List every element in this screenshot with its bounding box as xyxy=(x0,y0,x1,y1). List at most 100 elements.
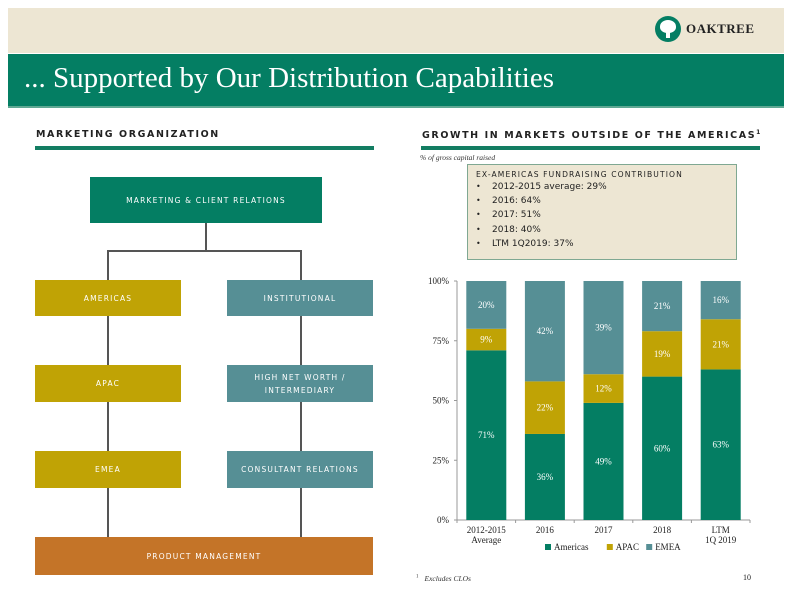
x-tick-label: 2018 xyxy=(653,525,672,535)
callout-item-text: 2018: 40% xyxy=(492,224,541,235)
connector-horizontal xyxy=(107,250,301,252)
callout-item: • LTM 1Q2019: 37% xyxy=(476,237,728,251)
bar-segment-americas xyxy=(524,433,565,520)
data-label: 60% xyxy=(654,443,671,453)
ex-americas-callout: Ex-Americas Fundraising Contribution • 20… xyxy=(467,164,737,260)
bar-segment-americas xyxy=(700,369,741,520)
bar-segment-americas xyxy=(642,376,683,520)
data-label: 21% xyxy=(654,301,671,311)
growth-heading: Growth in Markets Outside of the America… xyxy=(422,129,762,141)
footnote-text: Excludes CLOs xyxy=(424,574,471,583)
org-box-label: Americas xyxy=(83,293,133,303)
page-number: 10 xyxy=(743,573,751,582)
legend-swatch-apac xyxy=(606,544,613,550)
callout-item: • 2016: 64% xyxy=(476,194,728,208)
y-tick-label: 100% xyxy=(428,276,450,286)
bar-segment-americas xyxy=(583,402,624,520)
bar-segment-apac xyxy=(583,374,624,403)
data-label: 71% xyxy=(478,430,495,440)
callout-item: • 2017: 51% xyxy=(476,208,728,222)
org-box-label: EMEA xyxy=(95,465,121,474)
connector-root xyxy=(205,223,207,250)
title-band xyxy=(8,54,784,108)
legend-swatch-americas xyxy=(545,544,551,550)
y-tick-label: 0% xyxy=(437,515,450,525)
org-box-institutional: Institutional xyxy=(227,280,373,316)
bar-segment-apac xyxy=(524,381,565,434)
callout-title: Ex-Americas Fundraising Contribution xyxy=(476,170,683,179)
oak-tree-icon xyxy=(655,16,681,42)
section-rule-right xyxy=(421,146,760,150)
header-band xyxy=(8,8,784,53)
org-box-label: APAC xyxy=(95,379,121,388)
org-box-consultant-relations: Consultant Relations xyxy=(227,451,373,488)
org-box-product-management: Product Management xyxy=(35,537,373,575)
page-title: ... Supported by Our Distribution Capabi… xyxy=(24,62,555,94)
bar-segment-emea xyxy=(642,281,683,332)
org-box-label: Consultant Relations xyxy=(241,465,359,474)
y-tick-label: 50% xyxy=(433,396,450,406)
x-tick-label: 1Q 2019 xyxy=(705,535,737,545)
callout-item: • 2018: 40% xyxy=(476,223,728,237)
legend-label: Americas xyxy=(554,542,589,552)
data-label: 22% xyxy=(537,403,554,413)
callout-item-text: 2012-2015 average: 29% xyxy=(492,182,607,192)
org-root-label: Marketing & Client Relations xyxy=(126,195,286,205)
bullet-icon: • xyxy=(476,224,481,234)
bullet-icon: • xyxy=(476,210,481,220)
org-root-marketing-client-relations: Marketing & Client Relations xyxy=(90,177,322,223)
marketing-organization-heading: Marketing Organization xyxy=(36,129,220,140)
chart-subtitle: % of gross capital raised xyxy=(420,153,496,162)
footnote-number: 1 xyxy=(416,574,419,580)
footnote-marker: 1 xyxy=(756,129,762,136)
legend-label: EMEA xyxy=(655,542,681,552)
callout-item-text: 2017: 51% xyxy=(492,210,541,221)
bar-segment-emea xyxy=(583,281,624,375)
data-label: 49% xyxy=(595,456,612,466)
data-label: 16% xyxy=(712,295,729,305)
data-label: 21% xyxy=(712,339,729,349)
x-tick-label: 2012-2015 xyxy=(467,525,506,535)
bar-segment-apac xyxy=(642,331,683,377)
bar-segment-emea xyxy=(466,281,507,329)
org-box-label: Institutional xyxy=(263,293,337,303)
org-box-label: Product Management xyxy=(146,551,262,561)
data-label: 9% xyxy=(480,335,493,345)
data-label: 42% xyxy=(537,326,554,336)
x-tick-label: 2017 xyxy=(595,525,614,535)
legend-label: APAC xyxy=(616,542,639,552)
org-box-americas: Americas xyxy=(35,280,181,316)
x-tick-label: Average xyxy=(471,535,501,545)
legend-swatch-emea xyxy=(646,544,653,550)
x-tick-label: 2016 xyxy=(536,525,555,535)
data-label: 36% xyxy=(537,472,554,482)
org-box-high-net-worth: High Net Worth / Intermediary xyxy=(227,365,373,402)
bar-segment-apac xyxy=(700,319,741,370)
data-label: 19% xyxy=(654,349,671,359)
bullet-icon: • xyxy=(476,182,481,191)
data-label: 39% xyxy=(595,323,612,333)
bar-segment-emea xyxy=(524,281,565,382)
bar-segment-apac xyxy=(466,328,507,351)
footnote: 1 Excludes CLOs xyxy=(416,574,471,583)
data-label: 12% xyxy=(595,384,612,394)
x-tick-label: LTM xyxy=(712,525,730,535)
data-label: 63% xyxy=(712,440,729,450)
data-label: 20% xyxy=(478,300,495,310)
logo-text: OAKTREE xyxy=(686,21,755,36)
callout-item-text: LTM 1Q2019: 37% xyxy=(492,238,574,249)
bullet-icon: • xyxy=(476,238,481,248)
y-tick-label: 75% xyxy=(433,336,450,346)
y-tick-label: 25% xyxy=(433,455,450,465)
section-rule-left xyxy=(35,146,374,150)
org-box-label: High Net Worth / Intermediary xyxy=(254,372,346,395)
org-box-apac: APAC xyxy=(35,365,181,402)
callout-item-text: 2016: 64% xyxy=(492,196,541,207)
bar-segment-emea xyxy=(700,281,741,320)
callout-list: • 2012-2015 average: 29% • 2016: 64% • 2017… xyxy=(476,180,728,251)
bullet-icon: • xyxy=(476,196,481,206)
oaktree-logo: OAKTREE xyxy=(655,16,755,42)
bar-segment-americas xyxy=(466,350,507,520)
growth-heading-text: Growth in Markets Outside of the America… xyxy=(422,130,757,142)
